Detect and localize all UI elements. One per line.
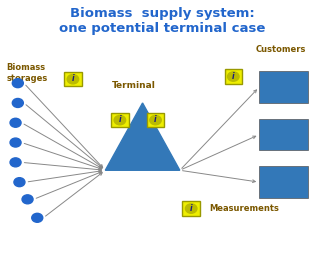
FancyBboxPatch shape bbox=[182, 201, 200, 216]
FancyBboxPatch shape bbox=[259, 119, 308, 150]
Circle shape bbox=[227, 72, 239, 81]
FancyBboxPatch shape bbox=[111, 113, 129, 127]
Circle shape bbox=[185, 204, 197, 213]
Text: i: i bbox=[72, 74, 74, 83]
FancyBboxPatch shape bbox=[259, 166, 308, 198]
Circle shape bbox=[14, 178, 25, 187]
Text: Customers: Customers bbox=[256, 45, 306, 54]
Circle shape bbox=[67, 74, 79, 84]
Circle shape bbox=[12, 98, 23, 107]
FancyBboxPatch shape bbox=[225, 69, 242, 84]
Text: i: i bbox=[119, 115, 121, 124]
Polygon shape bbox=[105, 103, 180, 170]
Circle shape bbox=[10, 118, 21, 127]
Text: Biomass  supply system:
one potential terminal case: Biomass supply system: one potential ter… bbox=[59, 7, 265, 35]
FancyBboxPatch shape bbox=[147, 113, 164, 127]
Circle shape bbox=[22, 195, 33, 204]
Circle shape bbox=[150, 115, 161, 125]
Circle shape bbox=[114, 115, 126, 125]
Text: Measurements: Measurements bbox=[209, 204, 279, 213]
Circle shape bbox=[12, 79, 23, 88]
Circle shape bbox=[10, 138, 21, 147]
Circle shape bbox=[10, 158, 21, 167]
FancyBboxPatch shape bbox=[64, 72, 82, 86]
FancyBboxPatch shape bbox=[259, 71, 308, 103]
Circle shape bbox=[32, 213, 43, 222]
Text: Terminal: Terminal bbox=[112, 81, 156, 90]
Text: i: i bbox=[154, 115, 157, 124]
Text: i: i bbox=[232, 72, 235, 81]
Text: i: i bbox=[190, 204, 192, 213]
Text: Biomass
storages: Biomass storages bbox=[6, 63, 48, 83]
